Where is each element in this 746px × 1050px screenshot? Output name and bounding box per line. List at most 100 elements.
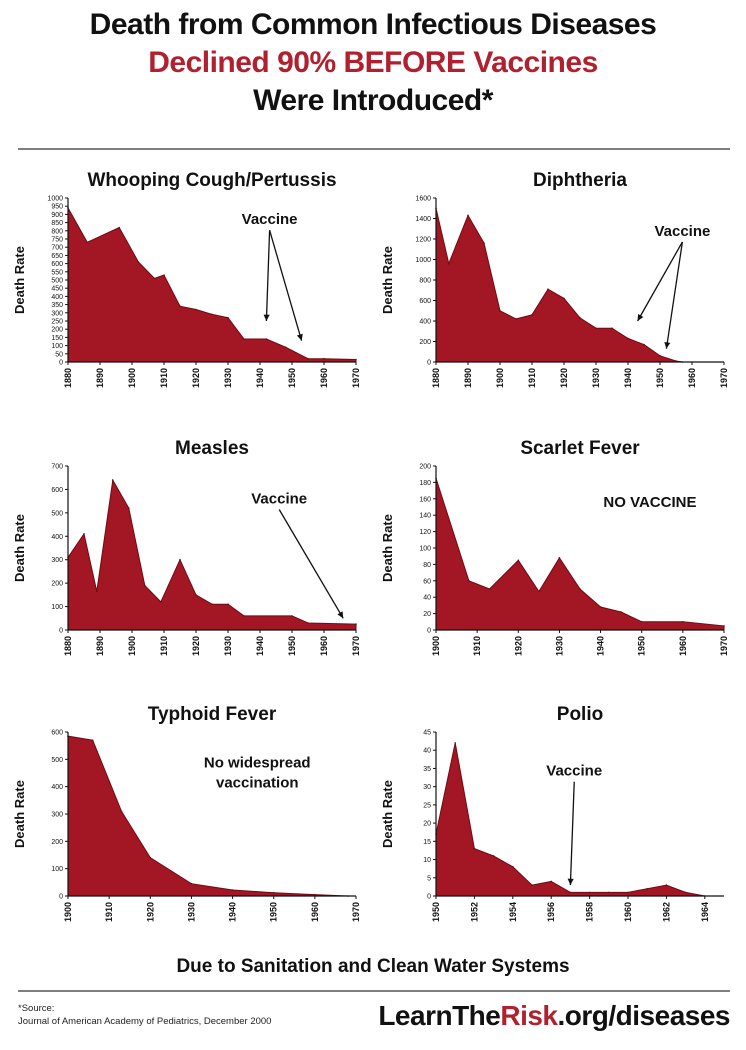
x-tick-label: 1920 (191, 636, 201, 656)
chart-title: Measles (175, 438, 249, 459)
data-point (211, 313, 213, 316)
y-tick-label: 0 (59, 894, 63, 901)
x-tick-label: 1962 (661, 902, 671, 922)
x-tick-label: 1930 (554, 636, 564, 656)
data-point (547, 288, 549, 290)
header: Death from Common Infectious Diseases De… (0, 6, 746, 120)
data-point (118, 226, 120, 229)
y-tick-label: 35 (423, 766, 431, 773)
annotation-arrow (569, 781, 575, 886)
x-tick-label: 1960 (319, 636, 329, 656)
data-point (492, 855, 495, 857)
data-point (488, 588, 491, 590)
data-point (153, 277, 156, 280)
y-tick-label: 0 (59, 628, 63, 635)
y-tick-label: 950 (51, 204, 63, 211)
data-point (643, 343, 645, 346)
x-tick-label: 1910 (159, 636, 169, 656)
data-point (120, 810, 123, 813)
x-tick-label: 1970 (719, 368, 729, 388)
x-tick-label: 1930 (186, 902, 196, 922)
data-point (243, 338, 245, 340)
x-tick-label: 1940 (596, 636, 606, 656)
y-tick-label: 700 (51, 464, 63, 471)
data-point (723, 625, 725, 627)
y-tick-label: 500 (51, 757, 63, 764)
y-tick-label: 40 (423, 748, 431, 755)
x-tick-label: 1900 (431, 636, 441, 656)
y-tick-label: 450 (51, 286, 63, 293)
x-tick-label: 1930 (223, 368, 233, 388)
site-url[interactable]: LearnTheRisk.org/diseases (378, 1000, 730, 1032)
y-tick-label: 1200 (415, 237, 431, 244)
x-tick-label: 1900 (127, 636, 137, 656)
data-point (195, 308, 197, 311)
annotation-text: Vaccine (251, 490, 307, 507)
y-tick-label: 100 (51, 343, 63, 350)
y-axis-label: Death Rate (12, 780, 27, 848)
y-tick-label: 25 (423, 802, 431, 809)
data-point (179, 558, 181, 561)
arrow-head (296, 333, 303, 341)
data-point (531, 884, 533, 886)
data-point (91, 739, 94, 741)
data-point (265, 338, 268, 340)
x-tick-label: 1890 (95, 636, 105, 656)
x-tick-label: 1970 (351, 368, 361, 388)
data-point (588, 891, 591, 894)
x-tick-label: 1956 (546, 902, 556, 922)
footer-cause: Due to Sanitation and Clean Water System… (176, 956, 570, 977)
x-tick-label: 1910 (159, 368, 169, 388)
chart-polio: Polio Death Rate 0 5 10 15 20 25 30 35 40 45 1950 195… (376, 696, 736, 956)
series-area (67, 478, 357, 631)
y-axis-label: Death Rate (380, 246, 395, 314)
annotation-text: vaccination (216, 775, 299, 792)
y-tick-label: 800 (419, 278, 431, 285)
x-tick-label: 1890 (463, 368, 473, 388)
y-tick-label: 30 (423, 784, 431, 791)
y-tick-label: 50 (55, 351, 63, 358)
y-tick-label: 650 (51, 253, 63, 260)
x-tick-label: 1920 (145, 902, 155, 922)
x-tick-label: 1910 (104, 902, 114, 922)
y-tick-label: 700 (51, 245, 63, 252)
chart-title: Scarlet Fever (520, 438, 640, 459)
data-point (355, 623, 357, 625)
y-tick-label: 300 (51, 310, 63, 317)
chart-title: Whooping Cough/Pertussis (87, 170, 336, 191)
y-tick-label: 400 (419, 319, 431, 326)
x-tick-label: 1950 (431, 902, 441, 922)
site-suffix: .org/diseases (557, 1000, 731, 1031)
x-tick-label: 1920 (559, 368, 569, 388)
y-tick-label: 1600 (415, 196, 431, 203)
x-tick-label: 1880 (431, 368, 441, 388)
annotation-text: Vaccine (242, 211, 298, 228)
x-tick-label: 1960 (310, 902, 320, 922)
data-point (314, 893, 316, 896)
annotation-arrow (278, 509, 344, 619)
data-point (112, 479, 114, 481)
chart-svg-measles: Measles Death Rate 0 100 200 300 400 500 600 700 1… (12, 438, 361, 656)
y-axis-label: Death Rate (380, 514, 395, 582)
site-highlight: Risk (500, 1000, 558, 1031)
data-point (517, 559, 520, 562)
data-point (620, 611, 622, 613)
data-point (538, 590, 540, 593)
x-tick-label: 1950 (287, 636, 297, 656)
x-tick-label: 1960 (319, 368, 329, 388)
data-point (483, 242, 485, 244)
x-tick-label: 1940 (255, 368, 265, 388)
y-tick-label: 400 (51, 784, 63, 791)
data-point (272, 891, 275, 894)
chart-svg-scarlet: Scarlet Fever Death Rate 0 20 40 60 80 100 120 14… (380, 438, 729, 656)
y-tick-label: 0 (427, 628, 431, 635)
y-tick-label: 20 (423, 821, 431, 828)
y-tick-label: 500 (51, 510, 63, 517)
arrow-head (664, 341, 671, 349)
annotation-arrow (268, 230, 303, 341)
x-tick-label: 1900 (495, 368, 505, 388)
x-tick-label: 1950 (637, 636, 647, 656)
arrow-head (337, 611, 344, 619)
y-tick-label: 150 (51, 335, 63, 342)
y-tick-label: 140 (419, 513, 431, 520)
